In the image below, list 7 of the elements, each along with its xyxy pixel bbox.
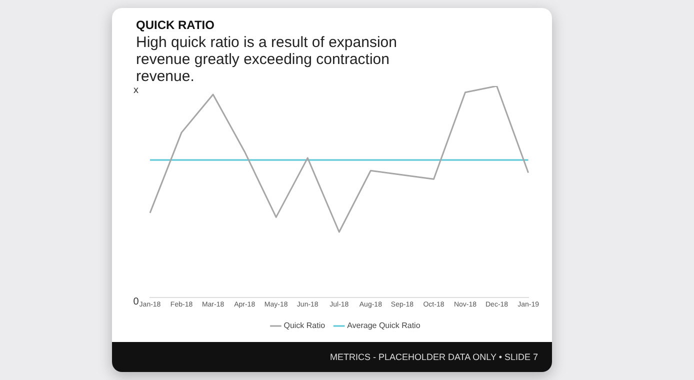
text: x [134,84,138,96]
text: 0 [133,296,140,308]
chart-subtitle: High quick ratio is a result of expansion revenue greatly exceeding contraction revenue. [136,34,398,85]
legend-label: Quick Ratio [284,321,326,330]
chart-title: QUICK RATIO [136,18,214,32]
text: METRICS - PLACEHOLDER DATA ONLY • SLIDE 7 [330,352,538,362]
legend-label: Average Quick Ratio [347,321,421,330]
